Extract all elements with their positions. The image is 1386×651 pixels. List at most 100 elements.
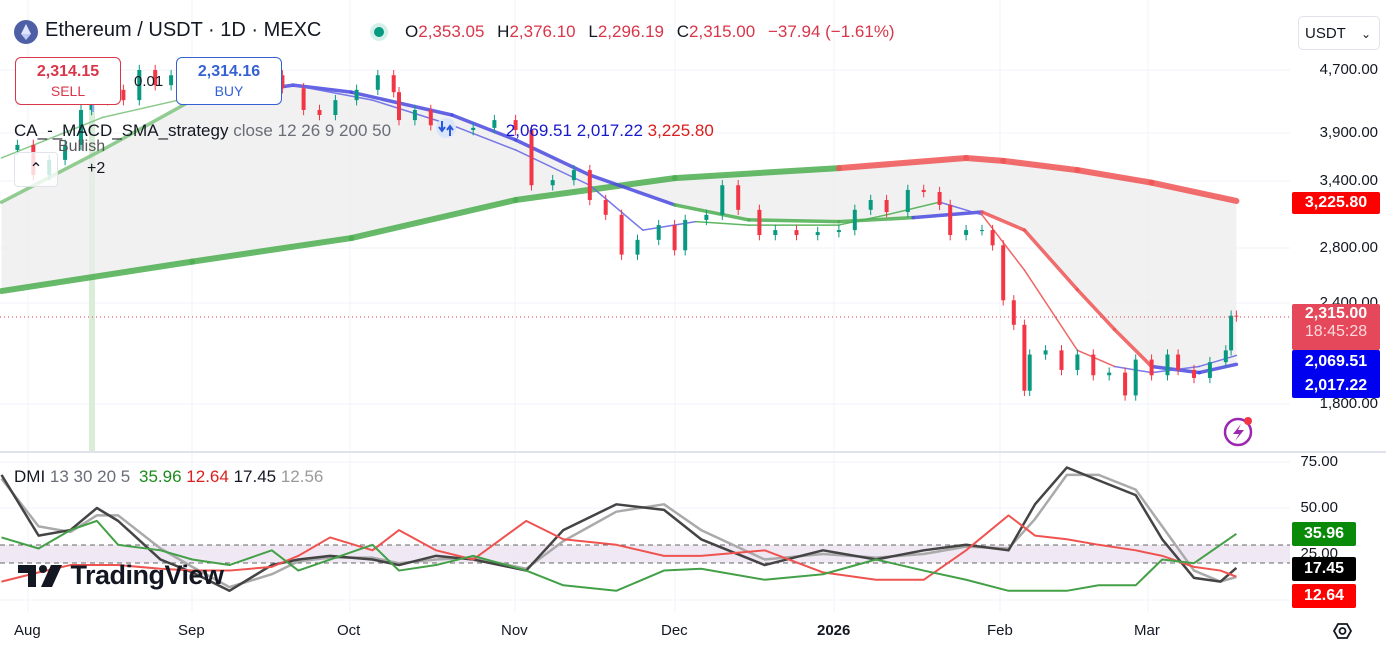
- candle-body: [773, 230, 778, 236]
- slow-ma-line-segment: [588, 173, 677, 207]
- dmi-adx-line: [0, 466, 1238, 593]
- price-axis-label: 2,800.00: [1319, 239, 1378, 256]
- sma-200-line-segment: [189, 235, 355, 265]
- fast-ma-line-segment: [1076, 349, 1116, 368]
- candle-body: [603, 199, 608, 215]
- fast-ma-line-segment: [838, 214, 888, 226]
- candle-body: [1059, 350, 1064, 370]
- candle-body: [683, 219, 688, 251]
- candle-body: [905, 189, 910, 213]
- dmi-plusdi-line: [1, 519, 1237, 592]
- settings-icon[interactable]: [1332, 623, 1353, 639]
- tradingview-logo-text: TradingView: [70, 560, 224, 590]
- dmi-axis-label: 50.00: [1300, 499, 1338, 516]
- close-value: 2,315.00: [689, 22, 756, 41]
- fast-ma-line-segment: [1198, 354, 1238, 368]
- candle-body: [794, 230, 799, 236]
- minus-di-tag: 12.64: [1292, 584, 1356, 608]
- price-axis-label: 4,700.00: [1319, 61, 1378, 78]
- alert-lightning-icon[interactable]: [1223, 417, 1253, 447]
- time-axis-label: Oct: [337, 622, 361, 639]
- candle-body: [980, 230, 984, 232]
- candle-body: [1022, 324, 1027, 391]
- candle-body: [492, 120, 497, 128]
- fast-ma-line-segment: [589, 184, 644, 231]
- tradingview-logo-icon: [18, 564, 62, 587]
- price-change: −37.94 (−1.61%): [767, 22, 895, 41]
- open-value: 2,353.05: [418, 22, 485, 41]
- slow-ma-line-segment: [747, 218, 841, 224]
- fast-ma-line-segment: [514, 149, 591, 186]
- candle-body: [1091, 354, 1096, 376]
- time-axis-label: Mar: [1134, 622, 1160, 639]
- candle-body: [1027, 354, 1032, 391]
- price-axis-label: 3,400.00: [1319, 172, 1378, 189]
- candle-body: [1176, 354, 1181, 370]
- candle-body: [412, 109, 417, 121]
- ma-fill-area: [1, 85, 1237, 373]
- fast-ma-line-segment: [885, 201, 941, 216]
- indicator-name: CA_-_MACD_SMA_strategy: [14, 121, 229, 140]
- price-candles: [15, 64, 1239, 401]
- fast-ma-line-segment: [938, 201, 983, 216]
- candle-body: [704, 214, 709, 220]
- dmi-legend[interactable]: DMI 13 30 20 5 35.96 12.64 17.45 12.56: [14, 467, 323, 487]
- symbol-title[interactable]: Ethereum / USDT · 1D · MEXC: [45, 19, 322, 41]
- candle-body: [1043, 350, 1048, 355]
- sell-label: SELL: [50, 83, 86, 99]
- high-value: 2,376.10: [509, 22, 576, 41]
- current-price-tag: 2,315.00 18:45:28: [1292, 304, 1380, 350]
- open-label: O: [405, 22, 419, 41]
- time-axis-label: Nov: [501, 622, 528, 639]
- candle-body: [1133, 359, 1138, 396]
- fast-ma-line-segment: [1113, 365, 1153, 374]
- bar-countdown: 18:45:28: [1304, 323, 1368, 340]
- candle-body: [428, 109, 433, 126]
- sma200-price-tag: 3,225.80: [1292, 192, 1380, 214]
- candle-body: [937, 192, 942, 205]
- slow-ma-line-segment: [672, 203, 751, 222]
- sell-price: 2,314.15: [36, 63, 100, 80]
- high-label: H: [497, 22, 510, 41]
- dmi-name: DMI: [14, 467, 46, 486]
- candle-body: [529, 130, 534, 186]
- currency-select[interactable]: USDT ⌄: [1298, 16, 1380, 50]
- time-axis-label: Dec: [661, 622, 688, 639]
- candle-body: [672, 225, 677, 251]
- sma-200-line-segment: [835, 154, 970, 172]
- slow-ma-line-segment: [450, 113, 518, 142]
- candle-body: [736, 185, 741, 210]
- candle-body: [471, 127, 476, 131]
- buy-label: BUY: [214, 83, 244, 99]
- sell-button[interactable]: 2,314.15 SELL: [15, 57, 121, 105]
- fast-ma-tag: 2,069.51: [1304, 353, 1368, 370]
- candle-body: [137, 70, 142, 101]
- slow-ma-line-segment: [349, 90, 454, 117]
- candle-body: [1149, 359, 1154, 376]
- candle-body: [1234, 315, 1239, 317]
- buy-button[interactable]: 2,314.16 BUY: [176, 57, 282, 105]
- dmi-params: 13 30 20 5: [49, 467, 131, 486]
- more-signals-count[interactable]: +2: [87, 160, 106, 177]
- sma-200-line-segment: [671, 165, 842, 182]
- candle-body: [852, 209, 857, 231]
- plus-di-tag: 35.96: [1292, 522, 1356, 546]
- dmi-minus-di: 12.64: [186, 467, 229, 486]
- indicator-legend[interactable]: CA_-_MACD_SMA_strategy close 12 26 9 200…: [14, 121, 714, 141]
- candle-body: [153, 70, 158, 86]
- candle-body: [921, 189, 926, 193]
- low-value: 2,296.19: [597, 22, 665, 41]
- indicator-params: close 12 26 9 200 50: [233, 121, 392, 140]
- collapse-legend-button[interactable]: ⌃: [14, 152, 58, 187]
- dmi-axis-label: 75.00: [1300, 453, 1338, 470]
- slow-ma-line-segment: [980, 210, 1027, 232]
- candle-body: [571, 170, 576, 181]
- sma-200-line-segment: [963, 154, 1007, 164]
- spread-value: 0.01: [134, 73, 164, 90]
- moving-averages: [0, 83, 1240, 375]
- candle-body: [1165, 354, 1170, 376]
- tradingview-logo[interactable]: TradingView: [18, 560, 224, 594]
- symbol-logo-icon: [14, 20, 38, 44]
- candle-body: [169, 75, 174, 86]
